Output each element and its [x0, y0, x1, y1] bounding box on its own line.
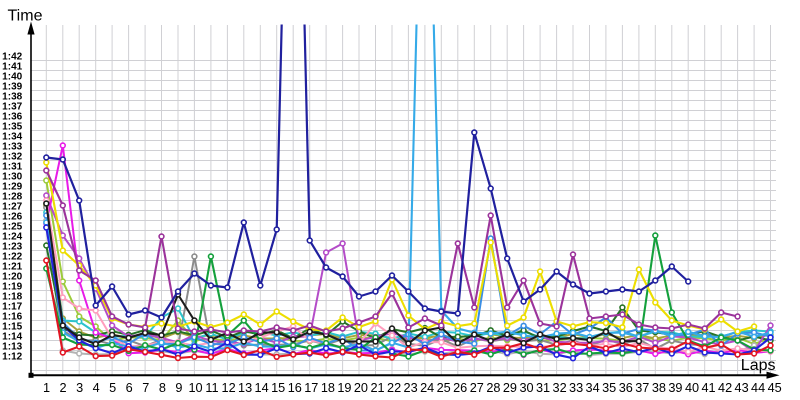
svg-text:1:31: 1:31: [2, 162, 22, 173]
svg-text:1:42: 1:42: [2, 52, 22, 63]
svg-text:3: 3: [76, 381, 83, 395]
svg-text:18: 18: [321, 381, 335, 395]
svg-text:38: 38: [652, 381, 666, 395]
svg-text:1:40: 1:40: [2, 72, 22, 83]
svg-text:1:24: 1:24: [2, 232, 22, 243]
svg-text:39: 39: [668, 381, 682, 395]
svg-text:1:30: 1:30: [2, 172, 22, 183]
svg-text:28: 28: [486, 381, 500, 395]
svg-text:41: 41: [701, 381, 715, 395]
svg-text:21: 21: [370, 381, 384, 395]
svg-text:1:29: 1:29: [2, 182, 22, 193]
svg-text:2: 2: [59, 381, 66, 395]
svg-text:36: 36: [619, 381, 633, 395]
svg-text:1:14: 1:14: [2, 332, 22, 343]
svg-text:13: 13: [238, 381, 252, 395]
svg-text:1: 1: [43, 381, 50, 395]
svg-text:40: 40: [685, 381, 699, 395]
svg-text:44: 44: [751, 381, 765, 395]
svg-text:1:25: 1:25: [2, 222, 22, 233]
svg-text:15: 15: [271, 381, 285, 395]
svg-text:8: 8: [159, 381, 166, 395]
svg-text:25: 25: [437, 381, 451, 395]
svg-text:23: 23: [404, 381, 418, 395]
svg-text:1:17: 1:17: [2, 302, 22, 313]
svg-text:1:13: 1:13: [2, 342, 22, 353]
svg-text:1:26: 1:26: [2, 212, 22, 223]
svg-text:1:28: 1:28: [2, 192, 22, 203]
svg-text:22: 22: [387, 381, 401, 395]
svg-text:33: 33: [569, 381, 583, 395]
svg-text:34: 34: [586, 381, 600, 395]
svg-text:1:41: 1:41: [2, 62, 22, 73]
svg-text:43: 43: [735, 381, 749, 395]
svg-text:6: 6: [126, 381, 133, 395]
svg-text:29: 29: [503, 381, 517, 395]
svg-text:32: 32: [553, 381, 567, 395]
svg-text:1:12: 1:12: [2, 352, 22, 363]
svg-text:1:16: 1:16: [2, 312, 22, 323]
svg-text:1:23: 1:23: [2, 242, 22, 253]
svg-text:11: 11: [205, 381, 218, 395]
svg-text:1:36: 1:36: [2, 112, 22, 123]
svg-text:14: 14: [255, 381, 269, 395]
svg-text:1:18: 1:18: [2, 292, 22, 303]
svg-text:1:35: 1:35: [2, 122, 22, 133]
svg-text:1:15: 1:15: [2, 322, 22, 333]
svg-text:5: 5: [109, 381, 116, 395]
svg-text:26: 26: [453, 381, 467, 395]
svg-text:37: 37: [635, 381, 649, 395]
svg-text:1:27: 1:27: [2, 202, 22, 213]
svg-text:17: 17: [304, 381, 318, 395]
svg-text:1:22: 1:22: [2, 252, 22, 263]
svg-text:20: 20: [354, 381, 368, 395]
svg-text:31: 31: [536, 381, 550, 395]
svg-text:1:33: 1:33: [2, 142, 22, 153]
svg-text:42: 42: [718, 381, 732, 395]
svg-text:19: 19: [337, 381, 351, 395]
svg-text:1:21: 1:21: [2, 262, 22, 273]
svg-text:Time: Time: [8, 8, 43, 25]
svg-text:1:20: 1:20: [2, 272, 22, 283]
svg-text:7: 7: [142, 381, 149, 395]
svg-text:16: 16: [288, 381, 302, 395]
svg-text:45: 45: [768, 381, 782, 395]
svg-text:1:32: 1:32: [2, 152, 22, 163]
svg-text:1:38: 1:38: [2, 92, 22, 103]
svg-text:1:39: 1:39: [2, 82, 22, 93]
svg-text:1:34: 1:34: [2, 132, 22, 143]
svg-text:4: 4: [93, 381, 100, 395]
svg-text:Laps: Laps: [741, 357, 776, 374]
svg-text:1:37: 1:37: [2, 102, 22, 113]
svg-text:10: 10: [188, 381, 202, 395]
svg-text:1:19: 1:19: [2, 282, 22, 293]
svg-text:9: 9: [175, 381, 182, 395]
svg-text:27: 27: [470, 381, 484, 395]
svg-text:35: 35: [602, 381, 616, 395]
svg-text:30: 30: [519, 381, 533, 395]
svg-text:12: 12: [222, 381, 236, 395]
svg-text:24: 24: [420, 381, 434, 395]
